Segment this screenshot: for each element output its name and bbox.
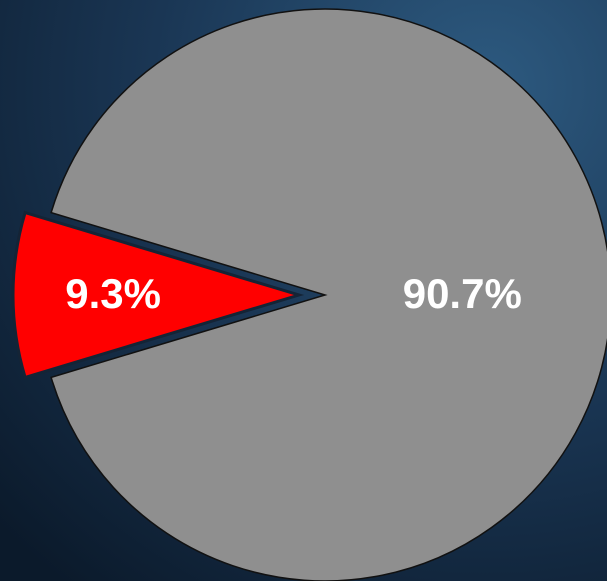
data-label: 90.7% <box>403 270 522 317</box>
pie-slice <box>11 210 305 380</box>
pie <box>11 8 607 581</box>
pie-slice <box>50 8 607 581</box>
data-label: 9.3% <box>65 270 161 317</box>
